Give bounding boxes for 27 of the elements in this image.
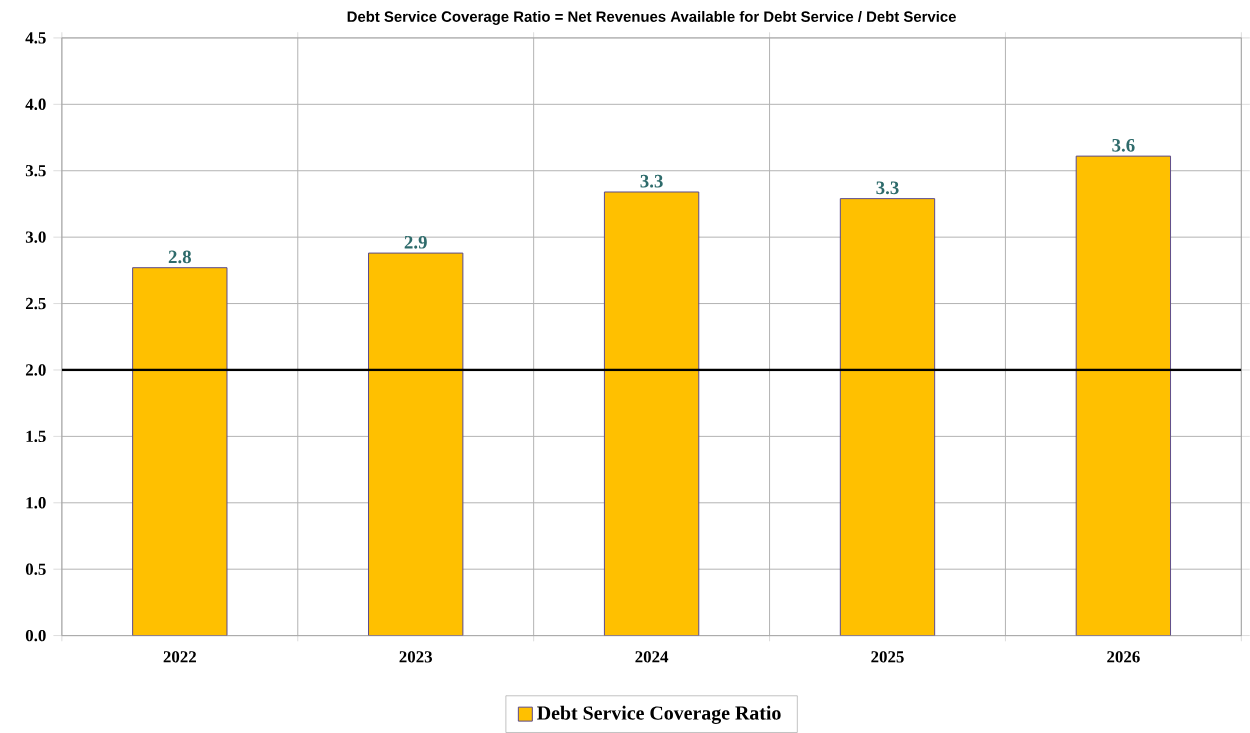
bar [132,267,228,636]
chart-title: Debt Service Coverage Ratio = Net Revenues Available for Debt Service / Debt Service [347,11,956,25]
data-label: 2.8 [168,250,191,264]
y-tick-label: 3.5 [25,165,46,177]
x-tick-label: 2022 [163,651,196,663]
x-tick-label: 2025 [871,651,904,663]
legend-label: Debt Service Coverage Ratio [537,705,781,724]
y-tick-label: 4.0 [25,98,46,111]
data-label: 3.3 [640,174,663,188]
y-tick-label: 2.5 [25,297,46,310]
bar [368,252,464,636]
bar [839,198,936,636]
x-tick-label: 2026 [1107,651,1140,663]
y-tick-label: 4.5 [25,32,46,44]
data-label: 2.9 [404,235,427,249]
x-tick-label: 2023 [399,651,433,663]
y-tick-label: 1.5 [26,430,46,443]
y-tick-label: 1.0 [26,497,46,509]
bar [603,191,700,636]
y-tick-label: 0.5 [25,563,46,575]
y-tick-label: 0.0 [25,629,46,642]
x-tick-label: 2024 [635,651,669,663]
y-tick-label: 2.0 [25,364,46,376]
data-label: 3.6 [1112,139,1135,152]
bar [1075,155,1172,636]
data-label: 3.3 [876,181,899,195]
y-tick-label: 3.0 [25,231,46,243]
